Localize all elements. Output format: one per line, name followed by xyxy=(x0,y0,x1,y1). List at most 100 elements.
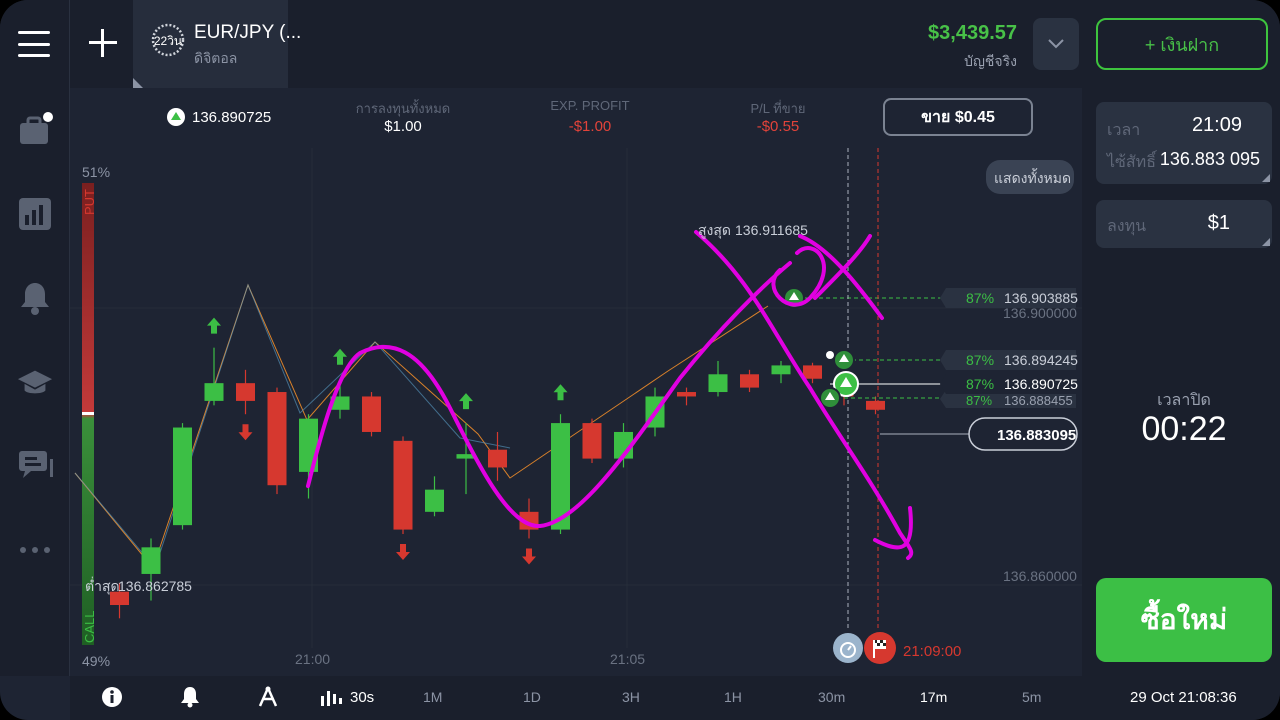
candle-body xyxy=(141,547,161,574)
put-call-divider xyxy=(82,412,94,415)
asset-tab[interactable] xyxy=(133,0,288,88)
time-label: เวลา xyxy=(1107,122,1141,139)
x-tick-2: 21:05 xyxy=(610,651,645,667)
strike-label: ไซ้สัทธิ์ xyxy=(1107,154,1156,171)
exp-profit-value: -$1.00 xyxy=(568,118,612,135)
candle-body xyxy=(425,489,444,512)
timeframe-1M[interactable]: 1M xyxy=(423,689,443,705)
drawing-tools-icon[interactable] xyxy=(257,686,279,708)
deal-tags: 87% 136.903885 87% 136.894245 87% 136.88… xyxy=(940,288,1078,451)
timer-label: 22วิน xyxy=(153,34,183,48)
signal-arrows xyxy=(207,317,568,565)
date-time: 29 Oct 21:08:36 xyxy=(1130,689,1237,706)
balance[interactable]: $3,439.57 xyxy=(928,22,1017,44)
stopwatch-icon[interactable] xyxy=(833,633,863,663)
deposit-button[interactable]: + เงินฝาก xyxy=(1096,18,1268,70)
candle-body xyxy=(236,383,255,401)
account-type[interactable]: บัญชีจริง xyxy=(964,53,1017,69)
signal-up-arrow xyxy=(333,348,347,365)
candle-body xyxy=(677,392,696,397)
put-label: PUT xyxy=(82,189,97,215)
put-pct: 51% xyxy=(82,164,110,180)
graduation-cap-icon[interactable] xyxy=(17,364,53,400)
expiry-time: 21:09:00 xyxy=(903,643,961,660)
signal-down-arrow xyxy=(396,544,410,561)
close-time-label: เวลาปิด xyxy=(1157,392,1211,409)
candle-body xyxy=(362,396,381,432)
finish-flag-icon[interactable] xyxy=(864,632,896,664)
candle-body xyxy=(393,440,413,530)
more-icon[interactable] xyxy=(17,532,53,568)
deal-3-price: 136.890725 xyxy=(1004,376,1078,392)
deal-1-pct: 87% xyxy=(966,290,994,306)
bell-icon[interactable] xyxy=(17,280,53,316)
expiry-box[interactable]: เวลา 21:09 ไซ้สัทธิ์ 136.883 095 xyxy=(1096,102,1272,184)
close-time-value: 00:22 xyxy=(1141,410,1227,448)
timeframe-1H[interactable]: 1H xyxy=(724,689,742,705)
candle-body xyxy=(803,365,822,379)
timeframe-3H[interactable]: 3H xyxy=(622,689,640,705)
signal-up-arrow xyxy=(553,384,568,401)
account-dropdown[interactable] xyxy=(1033,18,1079,70)
chevron-down-icon xyxy=(1048,39,1064,49)
candle-body xyxy=(708,374,728,393)
current-price-tag: 136.883095 xyxy=(997,427,1076,444)
investment-box[interactable]: ลงทุน $1 xyxy=(1096,200,1272,248)
timeframe-30m[interactable]: 30m xyxy=(818,689,846,705)
buy-again-button[interactable]: ซื้อใหม่ xyxy=(1096,578,1272,662)
asset-type: ดิจิตอล xyxy=(194,50,238,66)
annotation-drawing xyxy=(306,230,914,560)
signal-up-arrow xyxy=(459,393,473,410)
candle-interval[interactable]: 30s xyxy=(350,689,375,706)
candle-body xyxy=(771,365,791,375)
call-label: CALL xyxy=(82,610,97,643)
deal-markers xyxy=(783,287,859,409)
candle-body xyxy=(173,427,192,526)
timeframe-17m[interactable]: 17m xyxy=(920,689,948,705)
add-asset-button[interactable] xyxy=(82,22,124,64)
up-triangle-icon xyxy=(167,108,185,126)
candle-body xyxy=(110,591,129,606)
asset-name[interactable]: EUR/JPY (... xyxy=(194,22,302,43)
sidebar xyxy=(0,0,70,676)
call-pct: 49% xyxy=(82,653,110,669)
pl-label: P/L ที่ขาย xyxy=(750,101,806,116)
deal-4-price: 136.888455 xyxy=(1004,393,1073,408)
candle-body xyxy=(740,374,759,388)
y-tick-1: 136.900000 xyxy=(1003,305,1077,321)
candle-body xyxy=(551,423,570,530)
candle-body xyxy=(330,396,350,410)
timeframe-5m[interactable]: 5m xyxy=(1022,689,1042,705)
price-chart[interactable]: 51% PUT CALL 49% สูงสุด 136.911685 ต่ำสุ… xyxy=(70,148,1082,676)
show-all-label: แสดงทั้งหมด xyxy=(994,168,1071,186)
current-price-block: 136.890725 xyxy=(166,106,271,128)
deal-1-price: 136.903885 xyxy=(1004,290,1078,306)
timeframe-1D[interactable]: 1D xyxy=(523,689,541,705)
x-tick-1: 21:00 xyxy=(295,651,330,667)
info-icon[interactable] xyxy=(102,687,122,707)
briefcase-icon[interactable] xyxy=(17,112,53,148)
deal-3-pct: 87% xyxy=(966,376,994,392)
hamburger-menu-icon[interactable] xyxy=(14,24,54,64)
invest-box-label: ลงทุน xyxy=(1107,218,1147,235)
deal-2-price: 136.894245 xyxy=(1004,352,1078,368)
chat-icon[interactable] xyxy=(17,448,53,484)
candle-body xyxy=(456,454,476,459)
signal-up-arrow xyxy=(207,317,221,334)
invest-box-value: $1 xyxy=(1207,212,1230,234)
deal-2-pct: 87% xyxy=(966,352,994,368)
show-all-button[interactable]: แสดงทั้งหมด xyxy=(986,160,1074,194)
invest-label: การลงทุนทั้งหมด xyxy=(355,101,451,116)
bar-chart-icon[interactable] xyxy=(17,196,53,232)
expiry-timer-ring: 22วิน xyxy=(150,22,186,58)
candle-type-icon[interactable] xyxy=(320,688,342,708)
high-label: สูงสุด xyxy=(698,222,731,239)
candle-body xyxy=(488,449,507,468)
signal-down-arrow xyxy=(238,424,253,441)
high-value: 136.911685 xyxy=(735,222,808,238)
sell-button[interactable]: ขาย $0.45 xyxy=(883,98,1033,136)
bell-alert-icon[interactable] xyxy=(180,686,200,708)
candle-body xyxy=(866,400,885,410)
exp-profit-label: EXP. PROFIT xyxy=(550,98,630,113)
